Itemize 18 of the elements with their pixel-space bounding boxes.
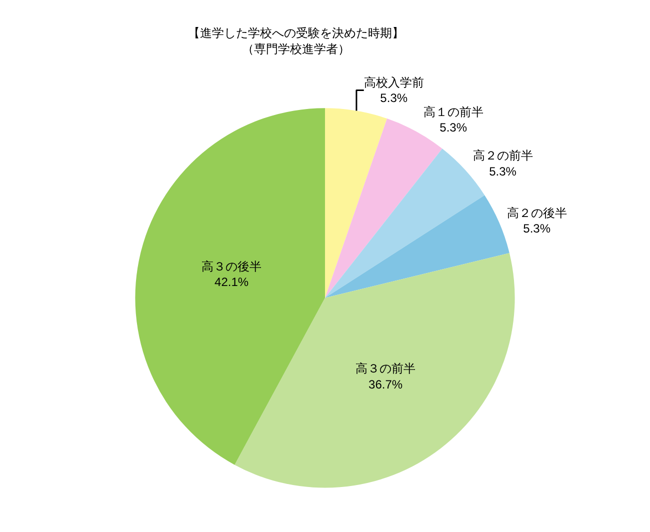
slice-label: 高校入学前 [364,76,424,90]
slice-label: 高１の前半 [423,105,484,120]
data-label: 5.3% [440,120,468,135]
pie-slice [325,108,388,298]
pie-slice [325,148,485,298]
data-label: 5.3% [523,222,551,236]
slice-label: 高２の後半 [506,206,567,220]
chart-title: 【進学した学校への受験を決めた時期】 [188,26,404,40]
data-label: 5.3% [380,91,408,106]
slice-label: 高２の前半 [472,148,533,163]
slice-label: 高３の前半 [356,362,416,376]
pie-slice [325,195,510,298]
pie-slice [136,108,325,465]
data-label: 42.1% [214,275,249,290]
data-label: 36.7% [368,377,403,392]
chart-subtitle: （専門学校進学者） [242,42,350,56]
data-label: 5.3% [489,164,517,178]
slice-label: 高３の後半 [202,259,262,274]
